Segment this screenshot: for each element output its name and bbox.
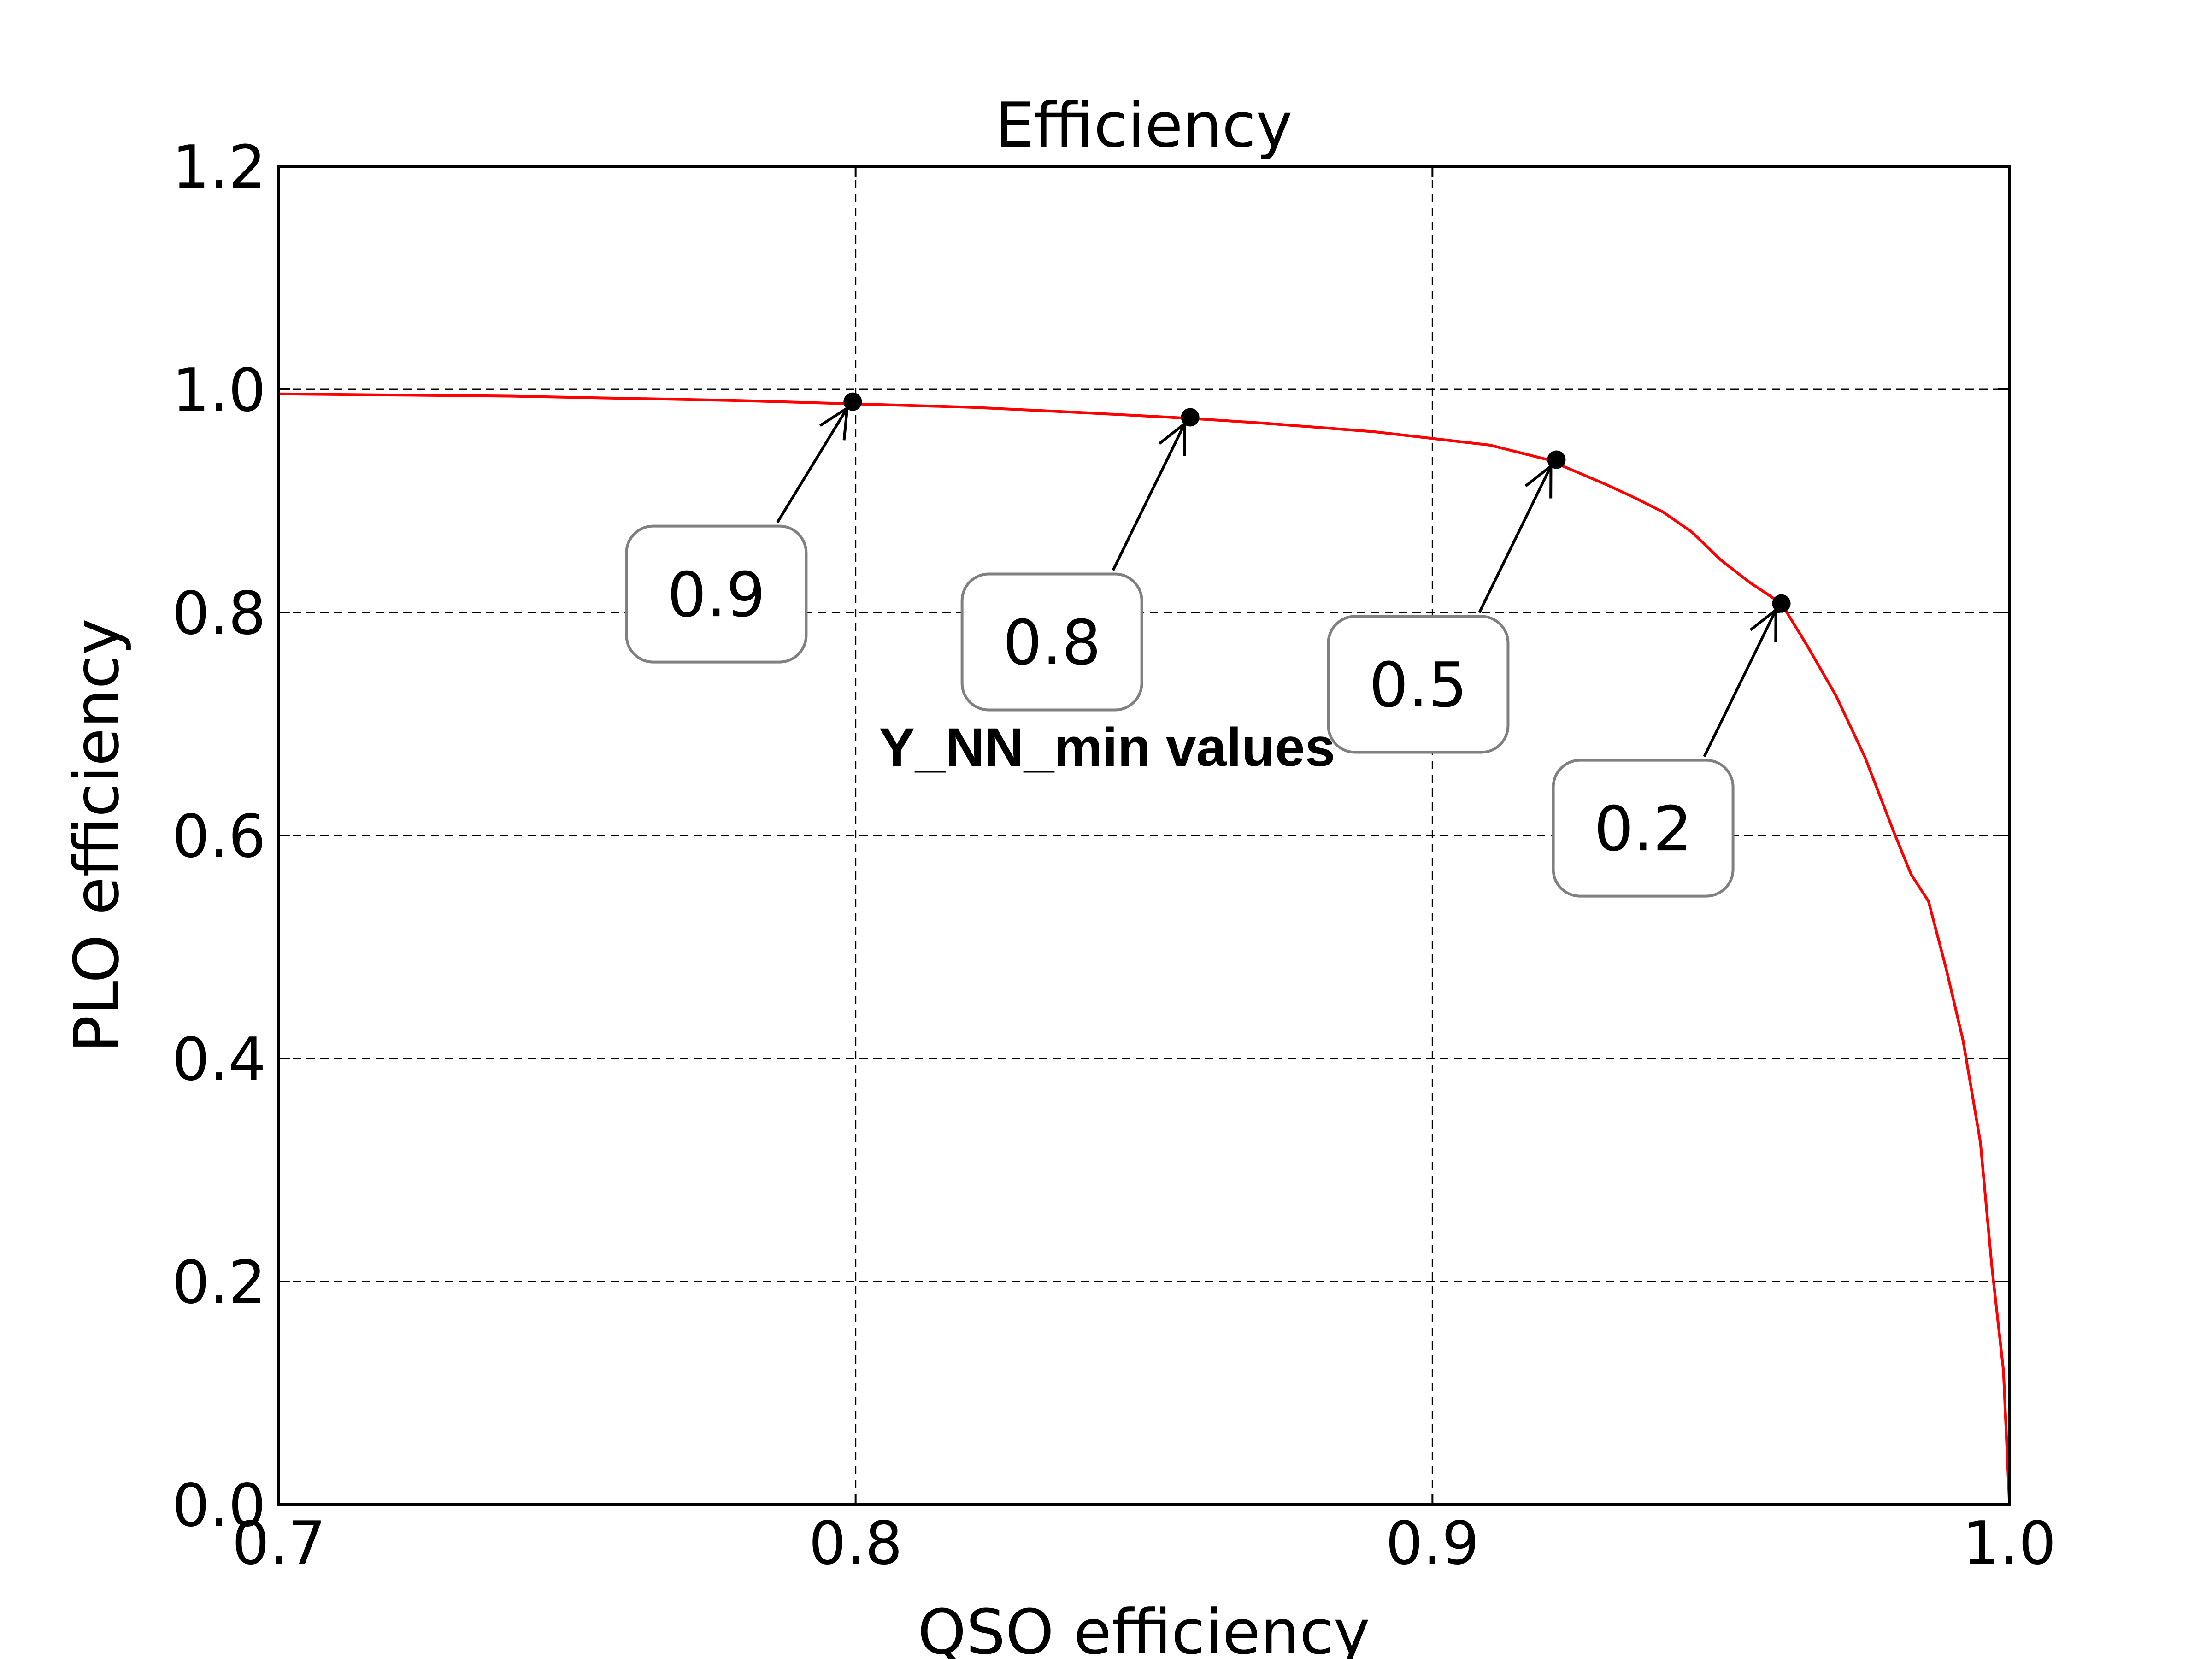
callout-box <box>960 572 1143 712</box>
x-tick-label: 0.9 <box>1386 1509 1480 1578</box>
data-marker <box>1772 594 1791 613</box>
callouts: 0.9 0.8 0.5 0.2 <box>625 405 1777 898</box>
y-tick-label: 1.2 <box>172 133 266 202</box>
callout-box <box>1327 615 1510 754</box>
y-tick-label: 0.2 <box>172 1248 266 1317</box>
callout-label: 0.2 <box>1594 793 1692 865</box>
callout-arrow <box>1703 609 1777 757</box>
x-tick-label: 0.7 <box>232 1509 326 1578</box>
callout-label: 0.8 <box>1003 607 1101 679</box>
axis-ticks: 0.7 0.8 0.9 1.0 0.0 0.2 0.4 0.6 0.8 1.0 1.2 <box>172 133 2056 1578</box>
data-marker <box>1181 408 1200 427</box>
callout-arrow <box>1478 465 1553 613</box>
data-markers <box>843 392 1791 613</box>
y-tick-label: 0.4 <box>172 1025 266 1094</box>
efficiency-curve <box>278 392 2011 1500</box>
data-series <box>278 392 2011 1500</box>
y-axis-title: PLO efficiency <box>61 618 133 1053</box>
callout-arrow <box>1112 423 1186 571</box>
x-axis-title: QSO efficiency <box>918 1596 1370 1659</box>
y-tick-label: 1.0 <box>172 356 266 425</box>
callout-label: 0.9 <box>667 559 765 631</box>
y-tick-label: 0.6 <box>172 802 266 871</box>
annotation-note: Y_NN_min values <box>879 717 1335 778</box>
callout-box <box>625 524 808 664</box>
y-tick-label: 0.8 <box>172 579 266 648</box>
y-tick-label: 0.0 <box>172 1471 266 1540</box>
x-tick-label: 0.8 <box>809 1509 903 1578</box>
callout-box <box>1552 759 1735 898</box>
callout-arrow <box>776 407 848 524</box>
callout-label: 0.5 <box>1369 649 1467 721</box>
chart-title: Efficiency <box>995 89 1292 161</box>
x-tick-label: 1.0 <box>1962 1509 2056 1578</box>
data-marker <box>843 392 862 411</box>
data-marker <box>1547 450 1566 469</box>
